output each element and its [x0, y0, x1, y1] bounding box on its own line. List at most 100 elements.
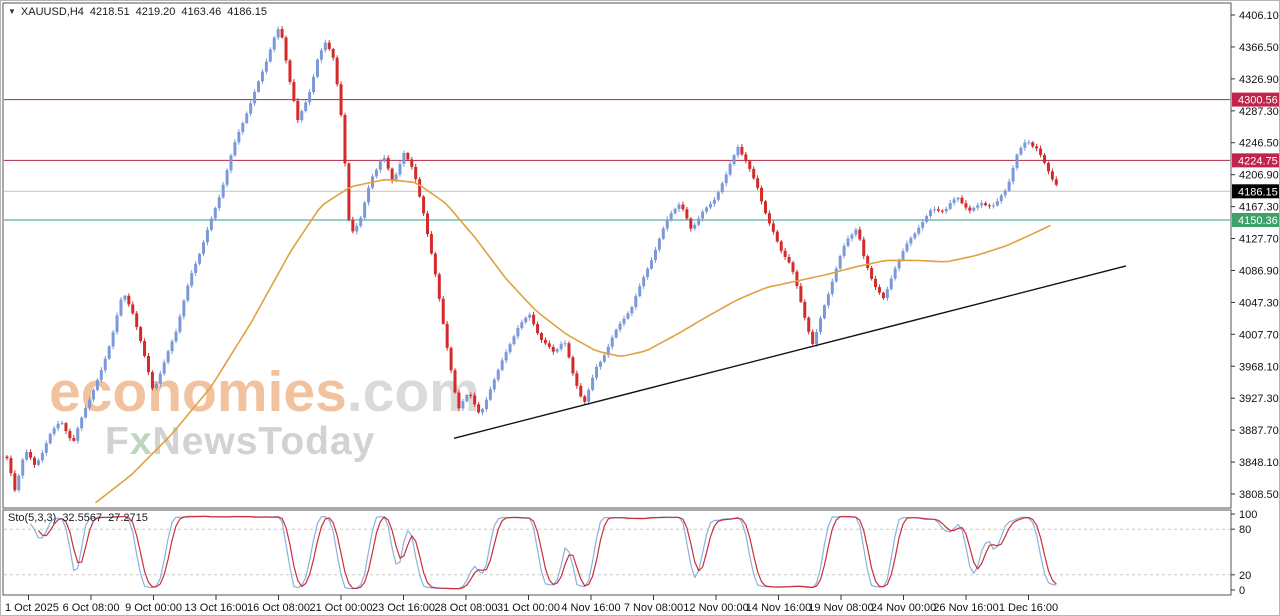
candle-body	[575, 373, 579, 386]
candle-body	[194, 263, 198, 274]
candle-body	[36, 460, 40, 465]
candle-body	[897, 259, 901, 269]
moving-average-line	[95, 179, 1051, 504]
candle-body	[685, 209, 689, 219]
price-scale-label: 4246.50	[1239, 138, 1279, 150]
candle-body	[308, 91, 312, 103]
candle-body	[748, 161, 752, 169]
candle-body	[819, 318, 823, 332]
candle-body	[528, 314, 532, 318]
candle-body	[95, 379, 99, 391]
candle-body	[433, 253, 437, 275]
candle-body	[406, 153, 410, 160]
candle-body	[1031, 142, 1035, 147]
symbol-dropdown-icon[interactable]: ▼	[8, 7, 16, 16]
candle-body	[783, 250, 787, 257]
candle-body	[107, 346, 111, 359]
candle-body	[202, 242, 205, 254]
candle-body	[693, 224, 697, 229]
candle-body	[948, 203, 952, 209]
candle-body	[842, 245, 846, 257]
candle-body	[775, 231, 779, 242]
candle-body	[213, 207, 217, 219]
candle-body	[429, 234, 433, 254]
candle-body	[198, 253, 202, 264]
candle-body	[520, 322, 524, 328]
candle-body	[437, 274, 441, 299]
candle-body	[976, 205, 980, 208]
candle-body	[787, 256, 791, 263]
candle-body	[343, 115, 347, 164]
candle-body	[241, 122, 245, 132]
candle-body	[76, 428, 80, 441]
candle-body	[25, 451, 29, 460]
price-scale-label: 4287.30	[1239, 106, 1279, 118]
candle-body	[732, 155, 736, 164]
candle-body	[944, 208, 948, 212]
candle-body	[846, 238, 850, 246]
stochastic-scale-label: 100	[1239, 509, 1257, 521]
price-scale-label: 4326.90	[1239, 74, 1279, 86]
candle-body	[567, 343, 571, 358]
candle-body	[123, 295, 127, 300]
price-scale-label: 3848.10	[1239, 457, 1279, 469]
candle-body	[956, 197, 960, 200]
candle-body	[650, 260, 654, 269]
price-badge-text: 4186.15	[1238, 186, 1278, 198]
candle-body	[300, 111, 304, 121]
price-scale-label: 4206.90	[1239, 170, 1279, 182]
trendline[interactable]	[453, 265, 1127, 439]
candle-body	[760, 187, 764, 202]
candle-body	[1003, 190, 1007, 196]
candle-body	[276, 29, 280, 38]
candle-body	[571, 357, 575, 374]
stochastic-scale[interactable]: 100 80 20 0	[1231, 509, 1257, 597]
candle-body	[583, 396, 587, 402]
candle-body	[850, 234, 854, 239]
price-badge-bg	[1232, 153, 1279, 168]
candle-body	[99, 370, 103, 380]
candle-body	[150, 372, 154, 389]
candle-body	[33, 457, 37, 465]
candle-body	[245, 113, 249, 123]
candle-body	[158, 373, 162, 384]
candle-body	[595, 366, 598, 378]
candle-body	[689, 218, 693, 229]
price-scale-label: 4366.50	[1239, 42, 1279, 54]
candle-body	[874, 278, 878, 288]
watermark-subbrand: FxNewsToday	[105, 421, 480, 463]
candle-body	[905, 243, 909, 252]
candle-body	[901, 251, 905, 260]
candle-body	[260, 71, 264, 82]
candle-body	[795, 271, 799, 287]
candle-body	[877, 287, 881, 293]
candle-body	[779, 241, 783, 251]
watermark-sub-rest: NewsToday	[152, 420, 376, 463]
main-plot-area	[4, 26, 1230, 504]
candle-body	[40, 452, 44, 461]
candle-body	[154, 383, 158, 389]
candle-body	[296, 100, 300, 121]
candle-body	[500, 360, 504, 370]
candle-body	[591, 377, 595, 390]
candle-body	[716, 192, 720, 200]
price-scale-label: 3968.10	[1239, 361, 1279, 373]
candle-body	[170, 341, 174, 352]
price-scale[interactable]: 4406.10 4366.50 4326.90 4287.30 4246.50 4206.…	[1231, 10, 1280, 501]
candle-body	[477, 404, 481, 413]
candle-body	[422, 196, 426, 214]
candle-body	[209, 218, 213, 230]
price-badge-text: 4300.56	[1238, 95, 1278, 107]
candle-body	[174, 331, 178, 342]
price-scale-label: 3808.50	[1239, 489, 1279, 501]
candle-body	[292, 81, 296, 101]
time-scale-label: 19 Nov 08:00	[808, 602, 873, 614]
candle-body	[111, 332, 115, 347]
candle-body	[21, 459, 25, 476]
candle-body	[803, 301, 807, 318]
candle-body	[940, 210, 944, 212]
candle-body	[48, 433, 52, 444]
time-scale[interactable]: 1 Oct 2025 6 Oct 08:00 9 Oct 00:00 13 Oct 1…	[5, 595, 1058, 614]
candle-body	[186, 285, 190, 301]
